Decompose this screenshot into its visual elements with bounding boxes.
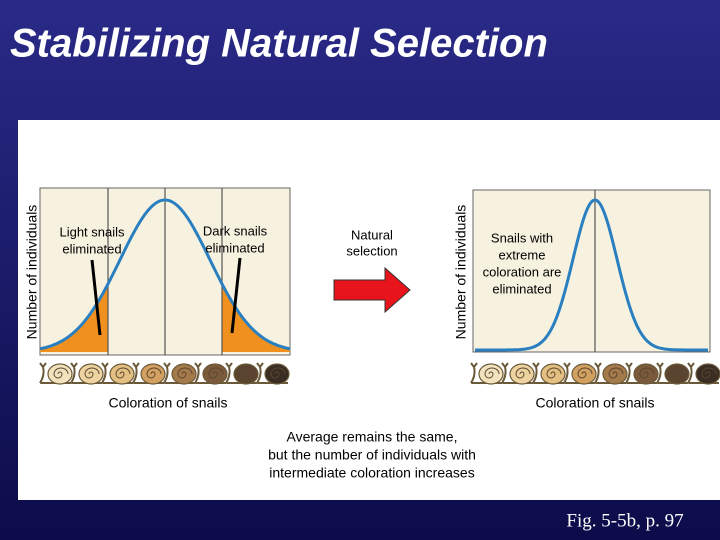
annotation: eliminated [492,281,551,296]
snail-shell [140,363,166,385]
snail-icon [101,362,135,385]
caption: but the number of individuals with [268,447,476,463]
snail-spiral [208,367,224,379]
snail-shell [633,363,659,385]
snail-spiral [577,367,593,379]
annotation: Light snails [59,224,125,239]
snail-body [656,362,688,384]
snail-body [256,362,288,384]
snail-body [39,362,71,384]
snail-icon [163,362,197,385]
snail-icon [563,362,597,385]
distribution-curve [475,198,708,352]
caption: intermediate coloration increases [269,465,474,481]
snail-shell [202,363,228,385]
snail-icon [39,362,73,385]
snail-icon [501,362,535,385]
snail-spiral [639,367,655,379]
snail-body [194,362,226,384]
annotation: coloration are [483,264,562,279]
snail-body [532,362,564,384]
annotation: extreme [499,247,546,262]
snail-icon [132,362,166,385]
snail-icon [470,362,504,385]
snail-shell [109,363,135,385]
snail-body [501,362,533,384]
annotation: eliminated [62,241,121,256]
snail-shell [602,363,628,385]
snail-spiral [484,367,500,379]
snail-spiral [546,367,562,379]
snail-icon [70,362,104,385]
snail-spiral [53,367,69,379]
snail-icon [256,362,290,385]
arrow-label: Natural [351,227,393,242]
snail-shell [478,363,504,385]
snail-body [470,362,502,384]
snail-shell [264,363,290,385]
snail-spiral [84,367,100,379]
snail-icon [225,362,259,385]
annotation: Snails with [491,230,553,245]
snail-body [101,362,133,384]
snail-body [70,362,102,384]
snail-shell [695,363,720,385]
pointer-line [230,257,242,334]
snail-body [563,362,595,384]
snail-spiral [177,367,193,379]
snail-spiral [608,367,624,379]
snail-spiral [115,367,131,379]
slide-title: Stabilizing Natural Selection [10,22,548,66]
x-axis-label: Coloration of snails [108,395,227,411]
snail-body [163,362,195,384]
annotation: eliminated [205,240,264,255]
snail-spiral [701,367,717,379]
snail-shell [171,363,197,385]
figure-reference: Fig. 5-5b, p. 97 [566,510,683,531]
snail-spiral [239,367,255,379]
snail-body [594,362,626,384]
snail-icon [532,362,566,385]
pointer-line [90,259,102,336]
snail-body [687,362,719,384]
snail-icon [594,362,628,385]
snail-body [625,362,657,384]
snail-spiral [670,367,686,379]
snail-shell [540,363,566,385]
snail-shell [571,363,597,385]
y-axis-label: Number of individuals [24,205,40,340]
selection-arrow [333,266,411,314]
snail-shell [47,363,73,385]
annotation: Dark snails [203,223,268,238]
arrow-label: selection [346,243,397,258]
snail-spiral [515,367,531,379]
y-axis-label: Number of individuals [453,205,469,340]
snail-shell [509,363,535,385]
snail-icon [687,362,720,385]
distribution-curve [39,198,291,351]
x-axis-label: Coloration of snails [535,395,654,411]
eliminated-tail [222,283,290,352]
snail-icon [625,362,659,385]
snail-shell [664,363,690,385]
snail-body [132,362,164,384]
snail-spiral [270,367,286,379]
snail-icon [194,362,228,385]
snail-shell [233,363,259,385]
snail-icon [656,362,690,385]
snail-spiral [146,367,162,379]
caption: Average remains the same, [287,429,458,445]
snail-body [225,362,257,384]
right-plot-area [472,189,711,353]
eliminated-tail [40,283,108,352]
snail-shell [78,363,104,385]
